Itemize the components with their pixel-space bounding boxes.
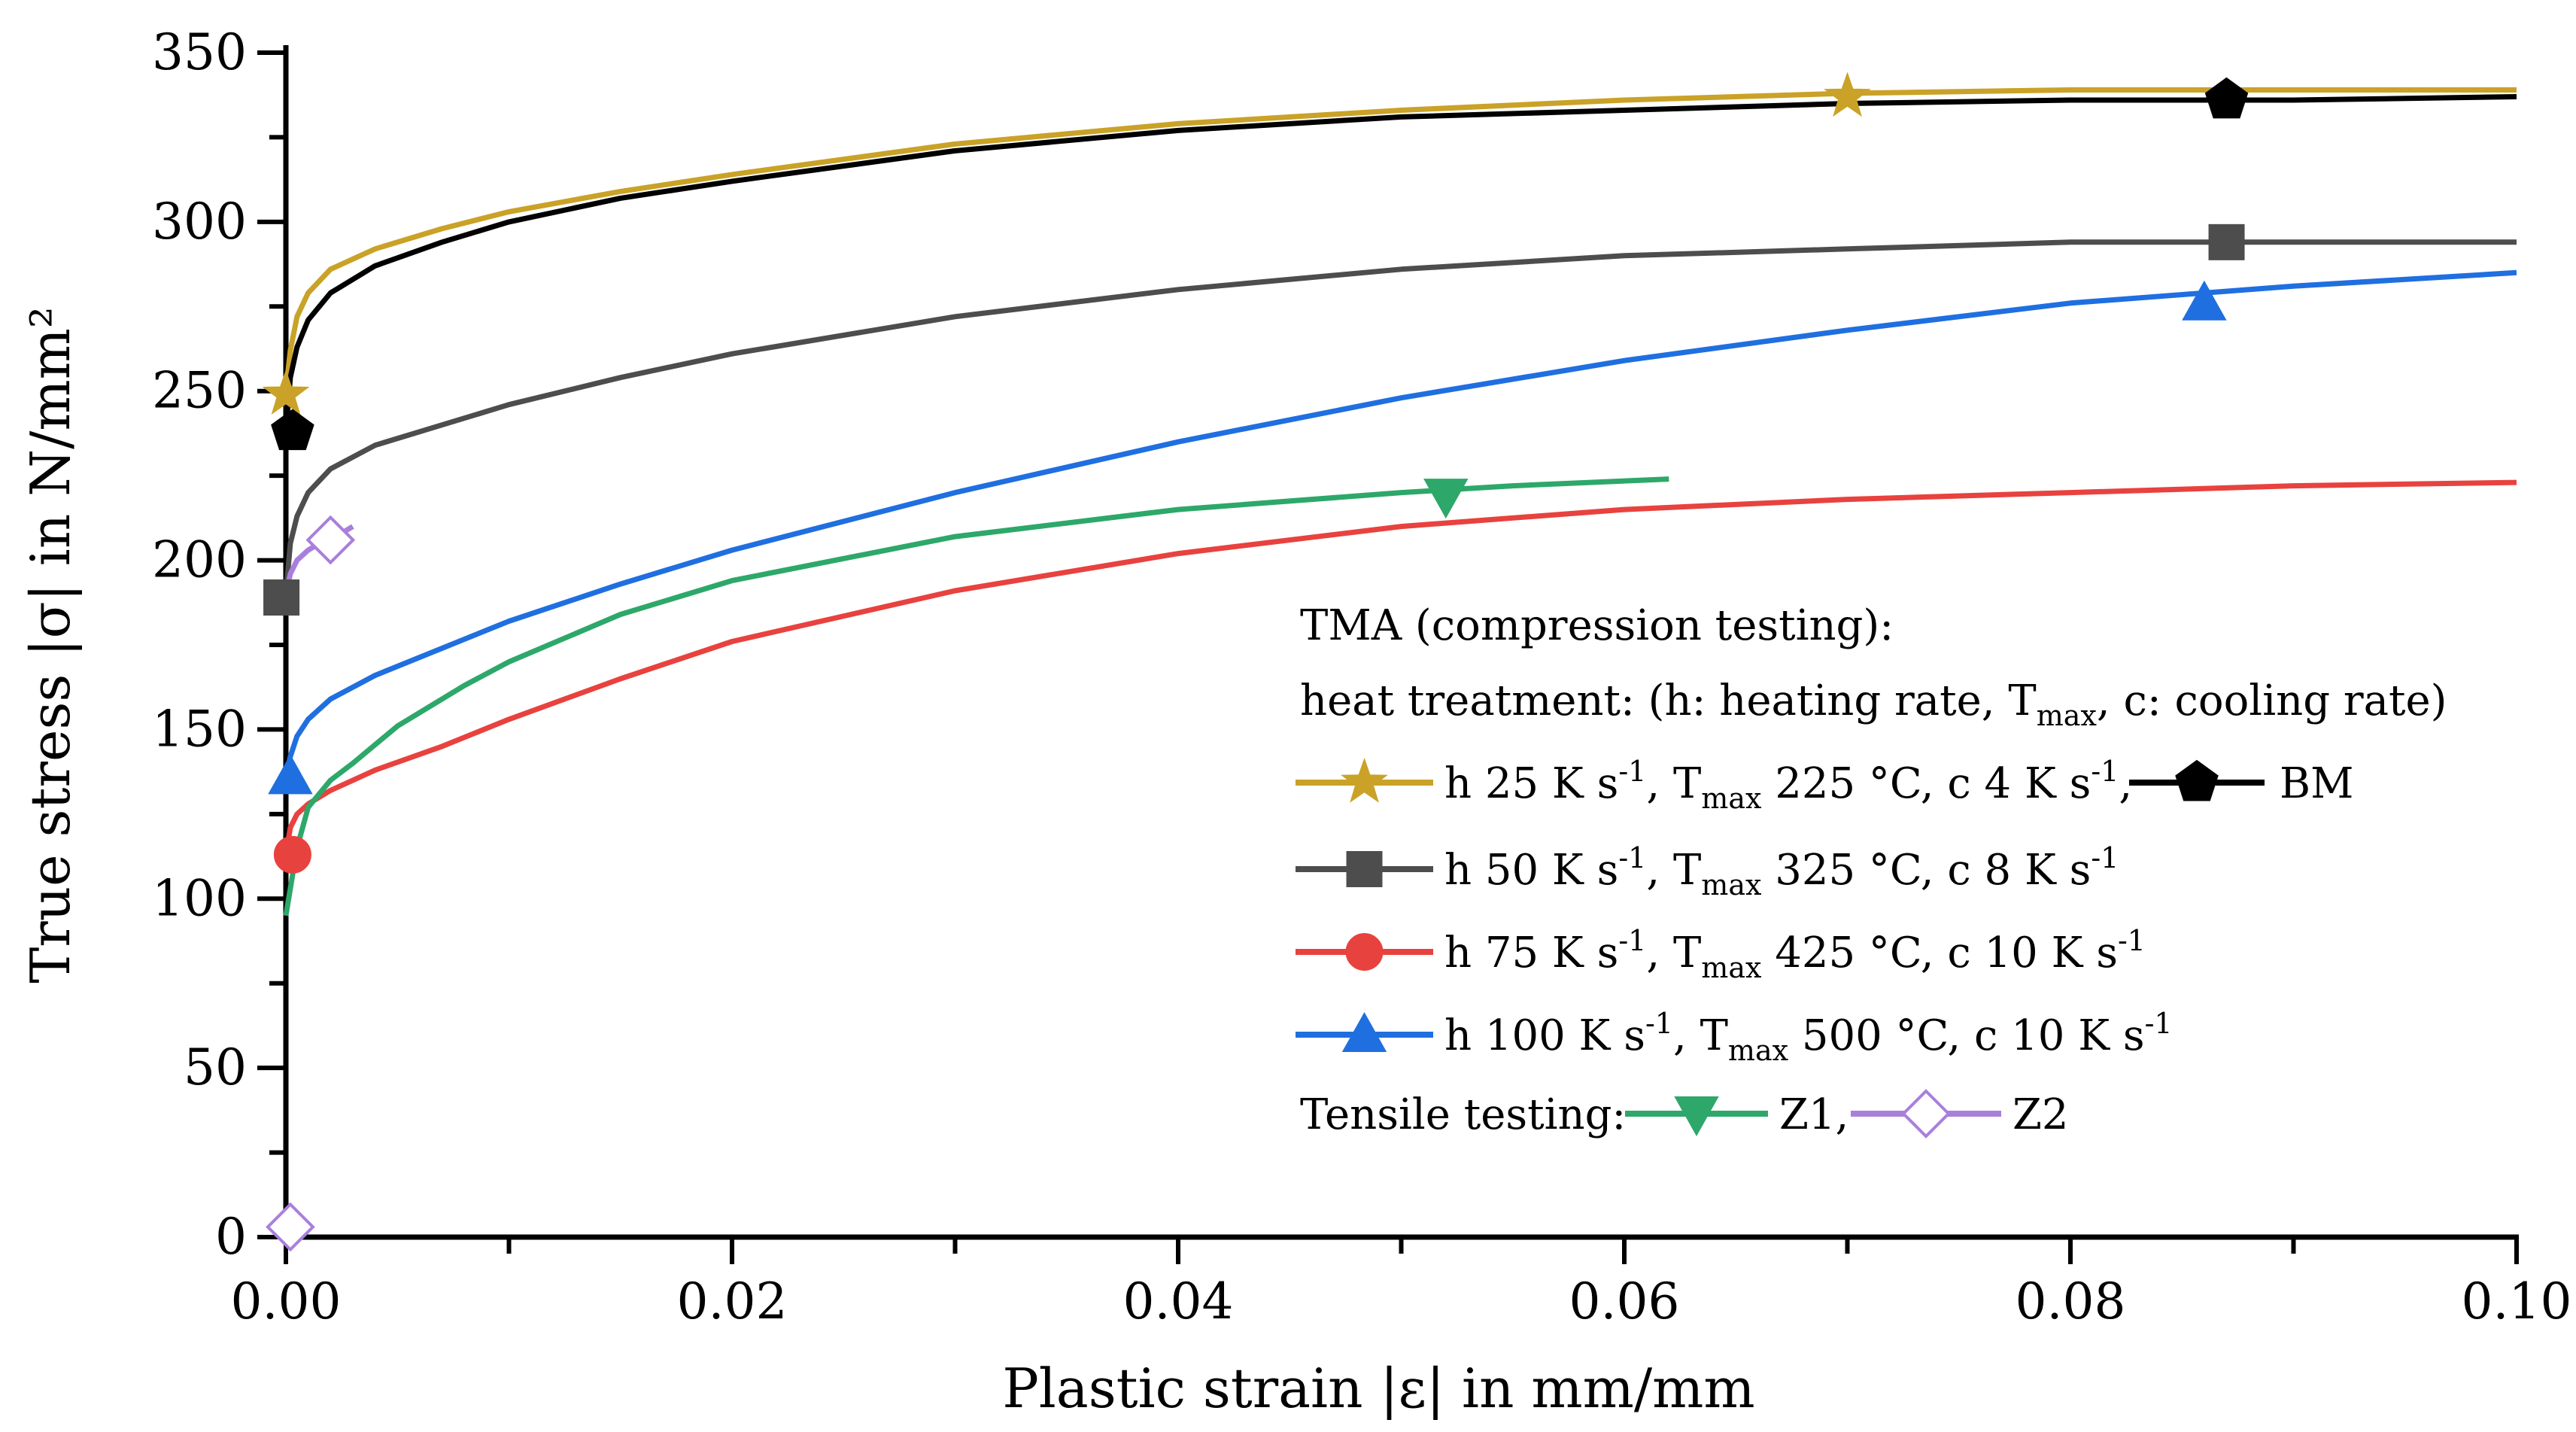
y-axis-title: True stress |σ| in N/mm² <box>19 306 82 984</box>
y-tick-label: 350 <box>152 23 247 81</box>
legend-label-0: h 25 K s-1, Tmax 225 °C, c 4 K s-1, <box>1444 755 2132 815</box>
y-tick-label: 100 <box>152 869 247 927</box>
series-marker-h-50-k-s-1-tmax-325-c-c-8-k-s-1 <box>263 579 300 616</box>
x-tick-label: 0.08 <box>2016 1272 2126 1330</box>
series-marker-h-75-k-s-1-tmax-425-c-c-10-k-s-1 <box>273 835 311 874</box>
legend-label-4: h 100 K s-1, Tmax 500 °C, c 10 K s-1 <box>1444 1007 2173 1067</box>
legend-label-2: h 50 K s-1, Tmax 325 °C, c 8 K s-1 <box>1444 841 2119 901</box>
legend-tensile-label: Tensile testing: <box>1300 1090 1626 1139</box>
legend-title-tma: TMA (compression testing): <box>1300 601 1894 650</box>
y-tick-label: 50 <box>184 1038 247 1096</box>
series-line-h-50-k-s-1-tmax-325-c-c-8-k-s-1 <box>283 239 2517 594</box>
y-tick-label: 0 <box>215 1208 247 1266</box>
series-marker-h-100-k-s-1-tmax-500-c-c-10-k-s-1 <box>268 754 313 795</box>
legend: TMA (compression testing): heat treatment… <box>1296 601 2447 1139</box>
x-axis-title: Plastic strain |ε| in mm/mm <box>1002 1357 1754 1420</box>
legend-marker-z1 <box>1674 1096 1719 1137</box>
legend-marker-bm <box>2175 759 2219 801</box>
x-tick-label: 0.00 <box>231 1272 342 1330</box>
y-tick-label: 300 <box>152 193 247 251</box>
series-line-h-100-k-s-1-tmax-500-c-c-10-k-s-1 <box>283 269 2517 778</box>
series-marker-h-50-k-s-1-tmax-325-c-c-8-k-s-1 <box>2208 223 2245 260</box>
x-tick-label: 0.06 <box>1569 1272 1680 1330</box>
series-marker-z2 <box>305 515 356 565</box>
legend-label-3: h 75 K s-1, Tmax 425 °C, c 10 K s-1 <box>1444 924 2146 984</box>
legend-marker-h-50-k-s-1-tmax-325-c-c-8-k-s-1 <box>1346 851 1383 887</box>
series-line-h-25-k-s-1-tmax-225-c-c-4-k-s-1 <box>283 87 2517 392</box>
legend-marker-h-25-k-s-1-tmax-225-c-c-4-k-s-1 <box>1341 757 1388 803</box>
series-line-z1 <box>283 476 1669 917</box>
series-marker-h-25-k-s-1-tmax-225-c-c-4-k-s-1 <box>1824 71 1871 117</box>
series-marker-h-100-k-s-1-tmax-500-c-c-10-k-s-1 <box>2182 280 2227 321</box>
legend-marker-h-100-k-s-1-tmax-500-c-c-10-k-s-1 <box>1341 1011 1387 1052</box>
x-tick-label: 0.04 <box>1123 1272 1234 1330</box>
x-tick-label: 0.02 <box>677 1272 788 1330</box>
legend-marker-h-75-k-s-1-tmax-425-c-c-10-k-s-1 <box>1345 933 1384 971</box>
series-marker-h-25-k-s-1-tmax-225-c-c-4-k-s-1 <box>262 369 310 415</box>
series-marker-z2 <box>266 1202 315 1252</box>
legend-title-heat-treatment: heat treatment: (h: heating rate, Tmax, … <box>1300 676 2447 732</box>
series-marker-bm <box>2204 77 2249 119</box>
series-line-h-75-k-s-1-tmax-425-c-c-10-k-s-1 <box>283 479 2517 856</box>
series-layer <box>283 87 2517 917</box>
axes: 0 50 100 150 200 250 300 350 0.00 0.02 0.04 0.06 0.0… <box>19 23 2571 1420</box>
y-tick-label: 200 <box>152 531 247 589</box>
y-tick-label: 150 <box>152 700 247 758</box>
legend-label-z1: Z1, <box>1779 1090 1848 1139</box>
legend-label-z2: Z2 <box>2012 1090 2069 1139</box>
legend-marker-z2 <box>1901 1089 1951 1139</box>
series-line-bm <box>283 94 2517 432</box>
legend-label-bm: BM <box>2280 759 2354 808</box>
y-tick-label: 250 <box>152 362 247 420</box>
series-marker-z1 <box>1423 479 1469 519</box>
marker-layer <box>262 71 2249 1252</box>
x-tick-label: 0.10 <box>2462 1272 2572 1330</box>
series-marker-bm <box>271 409 314 451</box>
